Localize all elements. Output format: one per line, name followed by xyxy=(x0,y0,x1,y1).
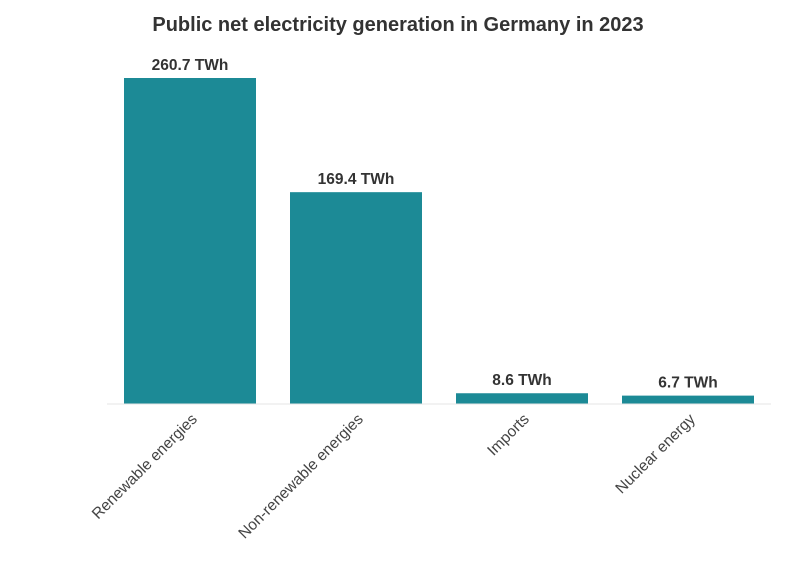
tick-label-renewable-energies: Renewable energies xyxy=(89,411,201,523)
data-label-imports: 8.6 TWh xyxy=(492,372,551,389)
tick-label-non-renewable-energies: Non-renewable energies xyxy=(235,411,367,543)
x-axis-tick-labels: Renewable energies Non-renewable energies… xyxy=(89,411,699,543)
chart-title: Public net electricity generation in Ger… xyxy=(152,14,643,36)
bar-renewable-energies xyxy=(124,78,256,404)
bar-non-renewable-energies xyxy=(290,192,422,404)
bar-nuclear-energy xyxy=(622,395,754,404)
data-label-non-renewable-energies: 169.4 TWh xyxy=(318,171,395,188)
data-label-nuclear-energy: 6.7 TWh xyxy=(658,375,717,392)
bars-group: 260.7 TWh 169.4 TWh 8.6 TWh 6.7 TWh xyxy=(124,57,754,404)
tick-label-imports: Imports xyxy=(484,411,533,460)
bar-imports xyxy=(456,393,588,404)
data-label-renewable-energies: 260.7 TWh xyxy=(152,57,229,74)
tick-label-nuclear-energy: Nuclear energy xyxy=(612,411,699,498)
